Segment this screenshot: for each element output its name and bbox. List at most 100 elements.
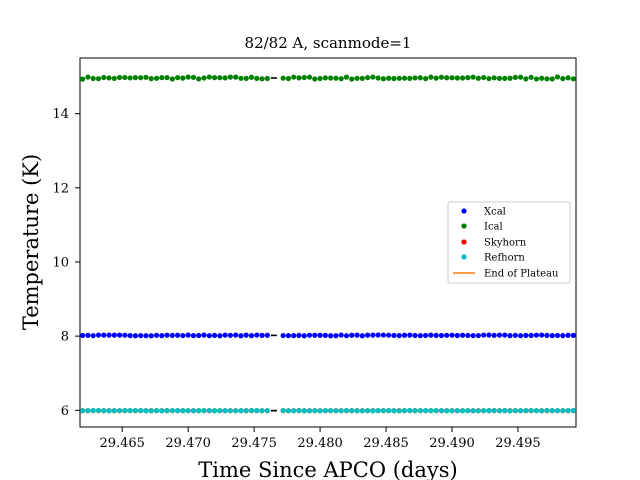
data-point-refhorn [333, 408, 339, 414]
x-tick-label: 29.480 [297, 436, 343, 451]
data-point-xcal [175, 332, 181, 338]
data-point-xcal [243, 332, 249, 338]
data-point-refhorn [101, 408, 107, 414]
data-point-refhorn [364, 408, 371, 414]
data-point-refhorn [386, 407, 392, 414]
data-point-refhorn [518, 408, 524, 414]
data-point-refhorn [380, 408, 386, 414]
data-point-xcal [116, 332, 123, 338]
data-point-refhorn [412, 408, 418, 414]
legend: Xcal Ical Skyhorn Refhorn End of Plateau [447, 201, 571, 284]
data-point-xcal [412, 332, 418, 339]
data-point-xcal [285, 333, 292, 339]
data-point-ical [570, 76, 576, 82]
data-point-xcal [164, 332, 170, 338]
data-point-xcal [196, 332, 202, 339]
data-point-xcal [312, 332, 318, 338]
data-point-xcal [138, 332, 144, 339]
data-point-xcal [370, 332, 376, 338]
data-point-xcal [539, 332, 545, 338]
data-point-refhorn [507, 408, 513, 414]
data-point-ical [80, 76, 86, 82]
data-point-refhorn [417, 408, 423, 414]
data-point-xcal [317, 332, 323, 338]
y-tick-label: 12 [52, 181, 69, 196]
data-point-refhorn [190, 408, 197, 414]
data-point-refhorn [486, 408, 492, 414]
data-point-ical [386, 75, 392, 81]
data-point-refhorn [481, 408, 487, 414]
data-point-ical [317, 75, 323, 82]
legend-marker-refhorn [461, 254, 467, 260]
data-point-ical [412, 75, 418, 81]
data-point-refhorn [159, 408, 165, 414]
data-point-xcal [85, 332, 91, 338]
data-point-refhorn [138, 407, 144, 414]
data-point-ical [116, 74, 123, 81]
data-point-refhorn [116, 407, 123, 414]
data-point-refhorn [306, 408, 313, 414]
data-point-ical [401, 75, 408, 81]
data-point-xcal [159, 333, 165, 339]
data-point-ical [211, 75, 218, 81]
data-point-ical [481, 74, 487, 81]
data-point-ical [280, 75, 286, 81]
data-point-xcal [169, 332, 175, 339]
data-point-xcal [180, 332, 186, 339]
data-point-refhorn [248, 407, 255, 414]
series-refhorn [80, 407, 576, 414]
data-point-xcal [143, 333, 149, 339]
data-point-refhorn [375, 407, 381, 414]
data-point-ical [180, 75, 186, 81]
data-point-refhorn [560, 408, 566, 414]
data-point-refhorn [343, 407, 350, 414]
data-point-refhorn [153, 407, 160, 414]
data-point-ical [470, 74, 476, 80]
data-point-refhorn [565, 407, 571, 414]
data-point-ical [169, 76, 175, 82]
data-point-xcal [306, 332, 313, 338]
data-point-refhorn [544, 407, 550, 414]
data-point-xcal [359, 333, 365, 339]
data-point-refhorn [523, 407, 529, 414]
data-point-refhorn [444, 408, 450, 414]
data-point-xcal [549, 333, 555, 339]
data-point-ical [333, 75, 339, 81]
data-point-ical [533, 76, 540, 82]
data-point-ical [127, 75, 133, 81]
data-point-xcal [206, 333, 212, 339]
series-group [80, 74, 576, 414]
data-point-refhorn [280, 407, 286, 414]
data-point-ical [196, 76, 202, 82]
y-tick-label: 10 [52, 255, 69, 270]
data-point-refhorn [180, 408, 186, 414]
data-point-refhorn [95, 407, 102, 414]
data-point-ical [454, 75, 460, 81]
legend-box [447, 201, 571, 284]
data-point-ical [95, 76, 102, 82]
data-point-ical [164, 74, 170, 81]
data-point-ical [512, 74, 518, 80]
data-point-xcal [217, 333, 223, 339]
data-point-xcal [454, 332, 460, 339]
y-tick-label: 6 [61, 404, 69, 419]
data-point-xcal [338, 332, 344, 338]
data-point-refhorn [533, 407, 540, 414]
x-tick-label: 29.470 [165, 436, 211, 451]
data-point-refhorn [396, 408, 402, 414]
data-point-xcal [111, 332, 117, 338]
data-point-ical [433, 75, 439, 81]
data-point-ical [222, 75, 228, 81]
data-point-ical [233, 74, 239, 80]
data-point-xcal [349, 332, 355, 338]
data-point-ical [507, 75, 513, 81]
x-tick-label: 29.485 [363, 436, 409, 451]
data-point-refhorn [285, 408, 292, 414]
data-point-refhorn [233, 408, 239, 414]
data-point-xcal [148, 333, 154, 339]
data-point-xcal [375, 332, 381, 338]
data-point-xcal [475, 332, 481, 339]
data-point-refhorn [370, 408, 376, 414]
data-point-refhorn [296, 407, 302, 414]
